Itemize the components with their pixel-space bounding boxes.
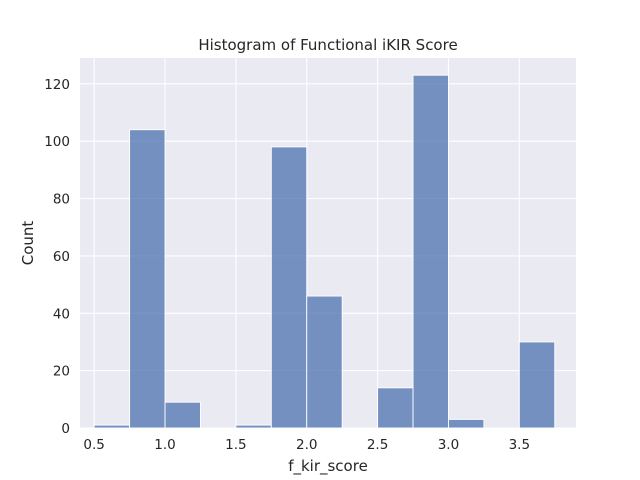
histogram-bar-10 <box>448 418 485 429</box>
histogram-bar-0 <box>93 424 131 429</box>
histogram-bar-9 <box>412 74 449 429</box>
y-tick-label: 60 <box>53 249 70 265</box>
y-tick-label: 80 <box>53 192 70 208</box>
histogram-bar-8 <box>377 387 414 429</box>
histogram-bar-2 <box>164 401 201 429</box>
y-tick-label: 20 <box>53 364 70 380</box>
y-axis-label: Count <box>19 221 37 266</box>
y-axis-ticks: 0 20 40 60 80 100 120 <box>44 77 70 437</box>
histogram-bar-4 <box>235 424 272 429</box>
y-tick-label: 100 <box>44 134 70 150</box>
x-axis-label: f_kir_score <box>288 457 368 476</box>
histogram-bar-5 <box>270 146 308 429</box>
histogram-bar-1 <box>129 129 166 429</box>
y-tick-label: 120 <box>44 77 70 93</box>
histogram-bar-12 <box>518 341 556 429</box>
x-tick-label: 1.5 <box>225 437 246 453</box>
x-axis-ticks: 0.5 1.0 1.5 2.0 2.5 3.0 3.5 <box>83 437 530 453</box>
x-tick-label: 2.5 <box>367 437 388 453</box>
y-tick-label: 0 <box>61 421 70 437</box>
x-tick-label: 3.5 <box>509 437 530 453</box>
histogram-bar-6 <box>306 295 343 429</box>
chart-title: Histogram of Functional iKIR Score <box>198 36 457 54</box>
x-tick-label: 1.0 <box>154 437 175 453</box>
x-tick-label: 2.0 <box>296 437 317 453</box>
bars <box>93 74 556 429</box>
y-tick-label: 40 <box>53 306 70 322</box>
x-tick-label: 0.5 <box>83 437 104 453</box>
x-tick-label: 3.0 <box>438 437 459 453</box>
